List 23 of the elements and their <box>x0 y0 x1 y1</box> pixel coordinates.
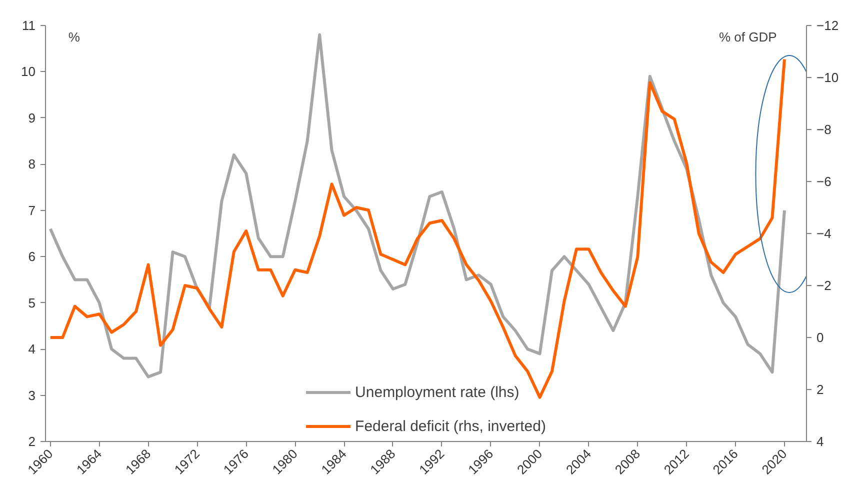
y-tick-label: 9 <box>28 110 36 126</box>
y2-tick-label: −6 <box>816 174 832 189</box>
y-tick-label: 2 <box>28 434 36 449</box>
y2-tick-label: −12 <box>816 18 839 33</box>
y2-tick-label: −4 <box>816 226 832 241</box>
y-axis-title: % <box>68 30 80 44</box>
legend-label: Federal deficit (rhs, inverted) <box>355 418 546 434</box>
legend-label: Unemployment rate (lhs) <box>355 384 520 400</box>
y2-tick-label: 2 <box>816 382 824 397</box>
y-tick-label: 8 <box>28 156 36 172</box>
y-tick-label: 5 <box>28 295 36 310</box>
y2-tick-label: −2 <box>816 278 832 293</box>
y-tick-label: 4 <box>28 342 36 357</box>
y2-tick-label: 4 <box>816 434 824 449</box>
y-tick-label: 7 <box>28 202 36 218</box>
y-tick-label: 6 <box>28 249 36 264</box>
y-tick-label: 11 <box>22 18 36 33</box>
y2-tick-label: 0 <box>816 330 824 345</box>
y-tick-label: 10 <box>21 64 36 80</box>
y-tick-label: 3 <box>28 388 36 403</box>
y2-tick-label: −10 <box>816 70 839 85</box>
y2-axis-title: % of GDP <box>718 30 777 44</box>
y2-tick-label: −8 <box>816 122 832 137</box>
